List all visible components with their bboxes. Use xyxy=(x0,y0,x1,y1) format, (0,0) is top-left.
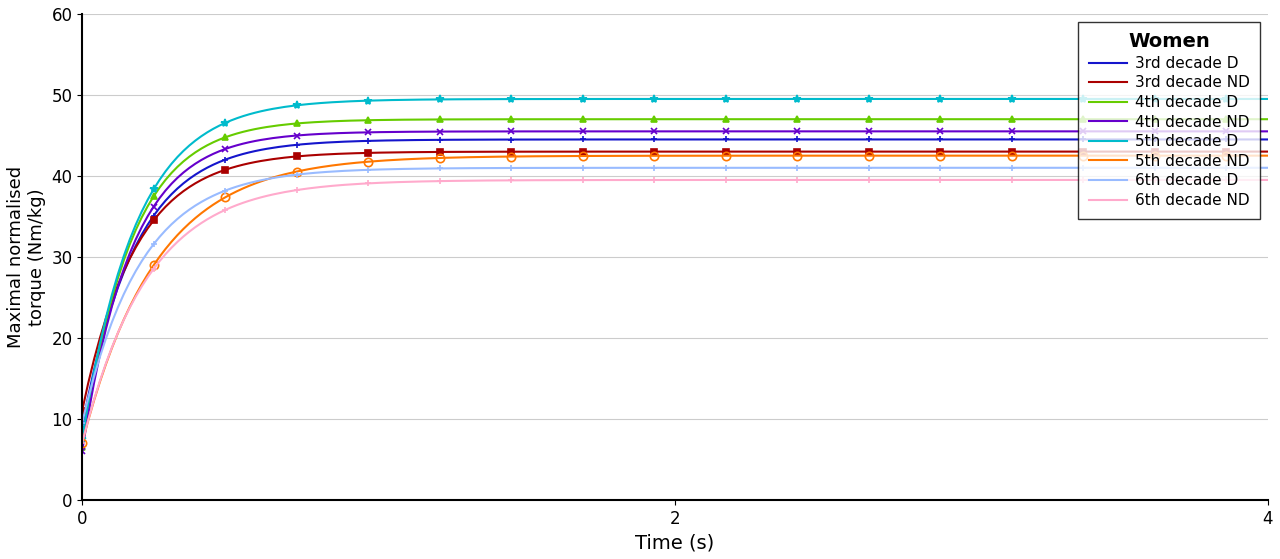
3rd decade ND xyxy=(1201,148,1216,155)
5th decade D xyxy=(122,236,137,243)
4th decade D xyxy=(122,241,137,248)
Line: 3rd decade D: 3rd decade D xyxy=(82,139,1267,427)
6th decade D xyxy=(390,165,406,172)
4th decade ND xyxy=(74,448,90,454)
4th decade ND xyxy=(1260,128,1275,135)
6th decade ND xyxy=(1158,177,1174,183)
3rd decade D xyxy=(122,255,137,262)
4th decade D xyxy=(294,120,310,126)
3rd decade D xyxy=(1260,136,1275,143)
Line: 5th decade D: 5th decade D xyxy=(82,99,1267,439)
6th decade D xyxy=(294,170,310,177)
6th decade D xyxy=(146,241,161,248)
6th decade ND xyxy=(122,304,137,311)
6th decade ND xyxy=(294,186,310,192)
5th decade D xyxy=(390,97,406,103)
3rd decade D xyxy=(146,212,161,219)
3rd decade ND xyxy=(146,217,161,224)
Line: 4th decade D: 4th decade D xyxy=(82,119,1267,447)
4th decade ND xyxy=(390,129,406,135)
3rd decade D xyxy=(1158,136,1174,143)
5th decade D xyxy=(294,101,310,108)
6th decade ND xyxy=(390,179,406,186)
5th decade ND xyxy=(294,167,310,174)
4th decade D xyxy=(1201,116,1216,122)
6th decade ND xyxy=(146,266,161,272)
4th decade D xyxy=(74,444,90,451)
5th decade D xyxy=(1260,96,1275,102)
Line: 6th decade ND: 6th decade ND xyxy=(82,180,1267,443)
4th decade D xyxy=(1158,116,1174,122)
6th decade ND xyxy=(1260,177,1275,183)
4th decade D xyxy=(390,116,406,123)
3rd decade ND xyxy=(294,153,310,159)
6th decade D xyxy=(74,419,90,426)
Line: 6th decade D: 6th decade D xyxy=(82,168,1267,423)
Legend: 3rd decade D, 3rd decade ND, 4th decade D, 4th decade ND, 5th decade D, 5th deca: 3rd decade D, 3rd decade ND, 4th decade … xyxy=(1078,22,1261,219)
6th decade ND xyxy=(74,440,90,447)
4th decade ND xyxy=(294,132,310,139)
3rd decade ND xyxy=(74,408,90,414)
3rd decade ND xyxy=(122,255,137,262)
6th decade ND xyxy=(1201,177,1216,183)
5th decade ND xyxy=(122,304,137,310)
5th decade D xyxy=(1201,96,1216,102)
X-axis label: Time (s): Time (s) xyxy=(635,533,714,552)
5th decade ND xyxy=(1201,152,1216,159)
5th decade ND xyxy=(74,440,90,447)
6th decade D xyxy=(1260,164,1275,171)
6th decade D xyxy=(1201,164,1216,171)
Y-axis label: Maximal normalised
torque (Nm/kg): Maximal normalised torque (Nm/kg) xyxy=(6,166,46,348)
Line: 5th decade ND: 5th decade ND xyxy=(82,155,1267,443)
3rd decade ND xyxy=(1158,148,1174,155)
6th decade D xyxy=(122,278,137,285)
4th decade ND xyxy=(1158,128,1174,135)
4th decade ND xyxy=(146,203,161,210)
3rd decade D xyxy=(74,424,90,430)
4th decade D xyxy=(1260,116,1275,122)
5th decade ND xyxy=(390,157,406,163)
3rd decade D xyxy=(1201,136,1216,143)
Line: 4th decade ND: 4th decade ND xyxy=(82,131,1267,451)
3rd decade ND xyxy=(390,149,406,156)
5th decade ND xyxy=(1260,152,1275,159)
6th decade D xyxy=(1158,164,1174,171)
4th decade ND xyxy=(1201,128,1216,135)
5th decade ND xyxy=(1158,152,1174,159)
4th decade ND xyxy=(122,250,137,257)
5th decade D xyxy=(146,186,161,192)
5th decade D xyxy=(74,435,90,442)
3rd decade D xyxy=(294,141,310,148)
3rd decade ND xyxy=(1260,148,1275,155)
3rd decade D xyxy=(390,137,406,144)
4th decade D xyxy=(146,193,161,200)
Line: 3rd decade ND: 3rd decade ND xyxy=(82,151,1267,411)
5th decade D xyxy=(1158,96,1174,102)
5th decade ND xyxy=(146,262,161,268)
